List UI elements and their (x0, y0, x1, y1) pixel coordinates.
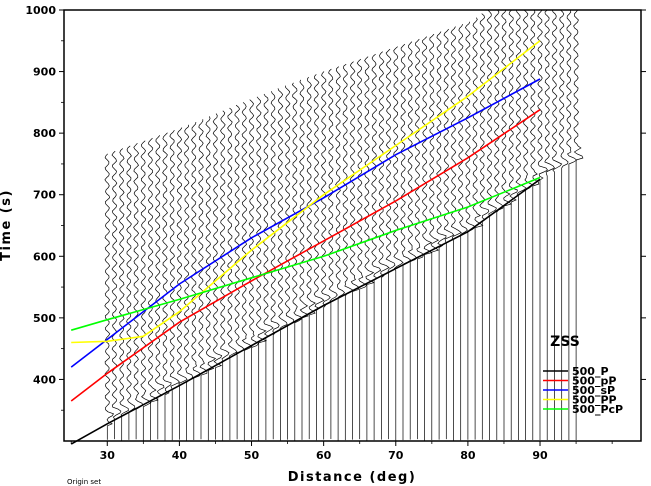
seismogram-trace (140, 140, 152, 441)
seismogram-trace (472, 17, 484, 440)
seismogram-trace (133, 143, 143, 440)
seismogram-trace (400, 43, 412, 441)
seismogram-traces (104, 9, 584, 441)
seismogram-trace (219, 110, 230, 441)
y-tick-label: 400 (33, 373, 56, 386)
series-line-500_pP (70, 109, 541, 402)
seismogram-trace (544, 9, 556, 440)
seismogram-trace (320, 71, 331, 440)
seismogram-trace (284, 85, 294, 440)
seismogram-trace (428, 33, 440, 441)
seismogram-trace (183, 124, 194, 441)
series-line-500_PP (71, 40, 541, 344)
seismogram-trace (486, 9, 497, 440)
seismogram-trace (356, 58, 368, 440)
seismogram-trace (154, 135, 165, 440)
seismogram-trace (205, 116, 217, 441)
seismogram-trace (126, 145, 136, 440)
seismogram-trace (529, 9, 540, 440)
origin-footer: Origin set (67, 478, 101, 486)
legend-label: 500_sP (572, 384, 615, 397)
seismogram-trace (169, 130, 181, 441)
seismogram-trace (299, 79, 309, 440)
y-tick-label: 700 (33, 189, 56, 202)
seismogram-trace (335, 66, 346, 441)
seismogram-trace (501, 9, 512, 440)
y-axis-label: Time (s) (0, 189, 14, 261)
seismogram-trace (147, 137, 159, 441)
x-axis-label: Distance (deg) (288, 470, 417, 485)
seismogram-trace (537, 9, 549, 440)
legend-label: 500_PP (572, 394, 617, 407)
seismogram-trace (241, 102, 253, 441)
seismogram-trace (104, 153, 115, 440)
series-line-500_sP (70, 78, 541, 368)
legend-label: 500_pP (572, 375, 616, 388)
x-tick-label: 50 (244, 449, 260, 462)
seismogram-trace (443, 28, 455, 440)
y-tick-label: 900 (33, 66, 56, 79)
series-line-500_PcP (70, 176, 541, 331)
seismogram-trace (364, 56, 375, 441)
y-tick-label: 600 (33, 250, 56, 263)
x-tick-label: 40 (172, 449, 188, 462)
seismogram-trace (508, 9, 518, 440)
seismogram-trace (450, 26, 462, 441)
seismogram-trace (349, 61, 360, 440)
seismogram-trace (414, 38, 424, 440)
x-tick-label: 80 (460, 449, 476, 462)
seismogram-trace (212, 113, 223, 440)
y-tick-label: 800 (33, 127, 56, 140)
seismogram-trace (226, 107, 238, 440)
x-tick-label: 60 (316, 449, 332, 462)
x-tick-label: 70 (388, 449, 404, 462)
seismogram-trace (342, 63, 354, 441)
seismogram-trace (162, 132, 172, 441)
seismogram-trace (566, 9, 578, 440)
seismogram-trace (118, 148, 129, 441)
seismogram-trace (248, 99, 260, 440)
axes: 30 40 50 60 70 80 90 400 500 600 700 800 900 1000 (25, 4, 646, 462)
seismogram-trace (573, 9, 584, 440)
seismogram-trace (551, 9, 563, 440)
seismogram-trace (234, 104, 245, 440)
y-tick-label: 1000 (25, 4, 56, 17)
seismogram-trace (176, 127, 188, 440)
seismogram-trace (306, 76, 316, 440)
seismogram-trace (515, 9, 527, 440)
seismogram-trace (522, 9, 533, 440)
seismogram-trace (436, 31, 447, 440)
seismogram-trace (255, 96, 268, 441)
seismogram-trace (558, 9, 569, 440)
seismogram-trace (407, 41, 417, 440)
station-label: ZSS (550, 334, 580, 350)
seismogram-trace (313, 74, 325, 441)
seismogram-trace (392, 46, 404, 441)
seismogram-trace (493, 9, 504, 440)
seismogram-trace (291, 82, 303, 441)
y-tick-label: 500 (33, 312, 56, 325)
x-tick-label: 90 (532, 449, 548, 462)
seismogram-trace (378, 51, 390, 440)
seismogram-trace (385, 48, 396, 440)
seismogram-trace (457, 24, 468, 441)
seismogram-trace (421, 36, 433, 441)
legend-label: 500_PcP (572, 403, 623, 416)
seismogram-trace (198, 119, 208, 440)
x-tick-label: 30 (100, 449, 116, 462)
seismogram-trace (371, 53, 382, 441)
legend-label: 500_P (572, 365, 609, 378)
seismogram-trace (111, 150, 122, 440)
seismogram-trace (190, 121, 202, 440)
seismogram-trace (263, 93, 274, 440)
series-line-500_P (70, 178, 541, 445)
seismogram-trace (270, 91, 280, 440)
travel-time-curves (70, 40, 541, 445)
